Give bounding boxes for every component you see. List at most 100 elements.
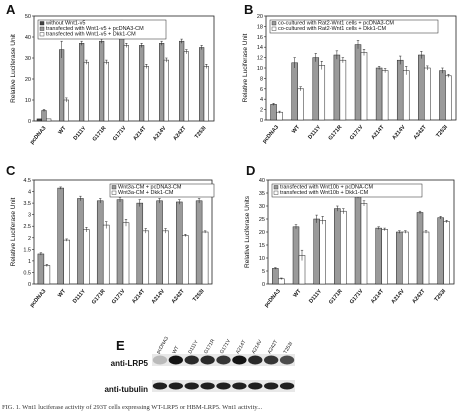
bar (122, 222, 130, 285)
bar (354, 195, 362, 285)
legend-swatch (39, 26, 45, 31)
bar (437, 217, 444, 285)
panel-label-a: A (6, 2, 16, 17)
blot-lane-label: WT (171, 345, 180, 355)
category-label: G171V (349, 124, 365, 141)
y-tick-label: 4 (28, 190, 31, 196)
bar (83, 229, 90, 285)
category-label: A214T (132, 125, 148, 142)
legend-swatch (111, 185, 117, 190)
y-tick-label: 40 (259, 178, 265, 184)
category-label: D111Y (73, 125, 88, 142)
y-tick-label: 0.5 (23, 270, 31, 276)
blot-lane-label: A242T (267, 339, 280, 355)
bar (77, 198, 84, 285)
bar (375, 67, 383, 121)
category-label: D111Y (307, 124, 322, 141)
blot-lane-label: D111Y (187, 339, 200, 355)
category-label: G171V (111, 288, 127, 305)
blot-row-label-tubulin: anti-tubulin (104, 385, 148, 394)
legend-entry: Wnt3a-CM + Dkk1-CM (118, 190, 174, 196)
category-label: D111Y (72, 288, 87, 305)
y-tick-label: 25 (259, 217, 265, 223)
y-tick-label: 5 (262, 269, 265, 275)
category-label: T253I (194, 125, 208, 140)
bar (159, 43, 165, 122)
bar (375, 227, 382, 285)
legend-box (271, 183, 423, 198)
legend-entry: transfected with Wnt1-v5 + Dkk1-CM (46, 32, 136, 38)
legend-box (269, 19, 439, 34)
legend-swatch (39, 21, 45, 26)
blot-lane-label: G171R (203, 338, 216, 355)
bar (103, 61, 109, 122)
bar (439, 70, 446, 121)
category-label: WT (291, 124, 302, 135)
bar (36, 118, 42, 122)
bar (183, 51, 189, 122)
y-tick-label: 3.5 (23, 201, 31, 207)
legend-entry: co-cultured with Rat2-Wnt1 cells + Dkk1-… (278, 26, 386, 32)
blot-band (168, 355, 183, 365)
y-tick-label: 15 (259, 243, 265, 249)
category-label: T253I (434, 288, 448, 303)
blot-band (232, 355, 247, 365)
legend-swatch (271, 26, 277, 31)
bar (179, 40, 185, 122)
blot-band (184, 355, 199, 365)
legend-entry: transfected with Wnt10b + Dkk1-CM (280, 190, 369, 196)
blot-lane-label: A214V (251, 338, 264, 355)
bar (123, 45, 129, 122)
blot-band (248, 355, 263, 365)
category-label: G171R (328, 124, 344, 141)
legend-entry: Wnt3a-CM + pcDNA3-CM (118, 185, 182, 191)
y-tick-label: 3 (28, 213, 31, 219)
y-tick-label: 50 (25, 14, 31, 20)
bar (41, 110, 47, 122)
bar (102, 224, 110, 285)
y-axis-label: Relative Luciferase Unit (10, 34, 17, 103)
category-label: A214V (151, 288, 167, 305)
legend-box (37, 19, 167, 40)
bar (156, 200, 163, 285)
bar (176, 201, 183, 285)
bar (297, 88, 304, 121)
bar (312, 57, 320, 121)
y-axis-label: Relative Luciferase Units (244, 195, 251, 268)
bar (63, 239, 70, 285)
y-tick-label: 4 (260, 97, 263, 103)
bar (201, 231, 209, 285)
bar (416, 212, 424, 285)
y-tick-label: 20 (259, 230, 265, 236)
category-label: pcDNA3 (264, 288, 282, 308)
bar (402, 231, 409, 285)
bar (182, 235, 189, 285)
blot-bands (152, 354, 295, 392)
y-tick-label: 10 (259, 256, 265, 262)
category-label: WT (292, 288, 303, 299)
legend-box (109, 183, 215, 198)
y-tick-label: 8 (260, 76, 263, 82)
chart-panel-d: 0 5 10 15 20 25 30 35 40 Relative Luciferase Unit… (244, 178, 455, 309)
y-tick-label: 1.5 (23, 247, 31, 253)
bar (83, 61, 89, 122)
y-tick-label: 20 (25, 77, 31, 83)
bar (292, 226, 300, 285)
western-blot: anti-LRP5 anti-tubulin pcDNA3 WT D111Y G171… (104, 336, 295, 394)
bar (445, 75, 452, 121)
bar (63, 99, 69, 122)
category-label: pcDNA3 (262, 124, 280, 144)
legend-swatch (39, 32, 45, 37)
category-label: WT (57, 125, 68, 136)
blot-band (279, 382, 295, 390)
y-tick-label: 16 (257, 35, 263, 41)
legend-swatch (271, 21, 277, 26)
bar (424, 67, 431, 121)
bar (319, 220, 326, 285)
blot-band (152, 355, 168, 365)
blot-row-label-lrp5: anti-LRP5 (111, 359, 149, 368)
y-axis-label: Relative Luciferase Unit (10, 197, 17, 266)
blot-lane-label: G171V (219, 338, 232, 355)
bar (422, 231, 430, 285)
category-label: G171V (112, 125, 128, 142)
